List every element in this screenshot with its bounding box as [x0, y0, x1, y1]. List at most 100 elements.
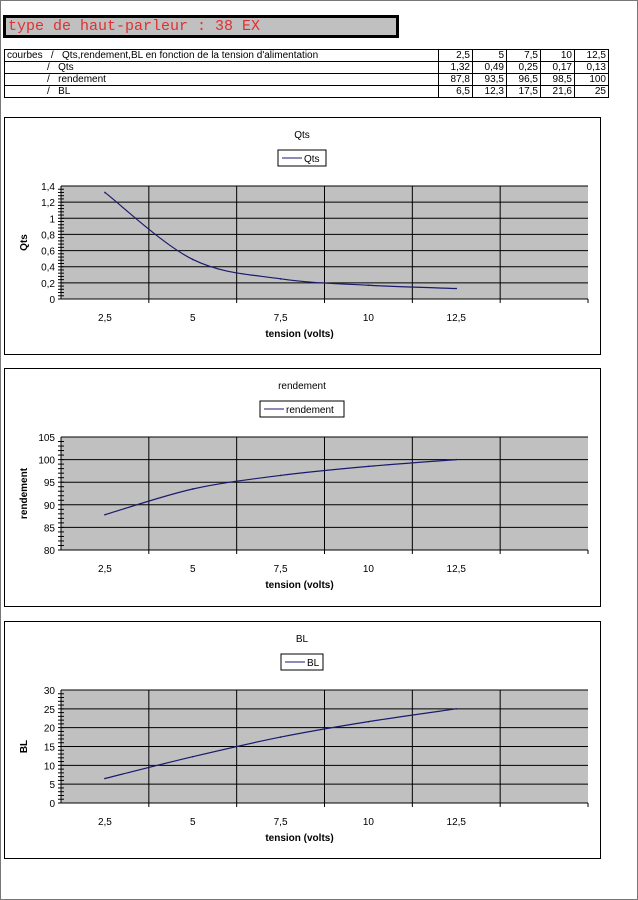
chart-bl: BL BL 0 5 10 15 20 25 30 2,5 5 7,5 10 12,5 tension (vo…: [4, 621, 601, 859]
table-cell: 0,25: [506, 61, 541, 74]
data-point: [191, 488, 194, 490]
chart-qts: Qts Qts 0 0,2 0,4 0,6 0,8 1 1,2 1,4 2,5 5 7,5 10 12,5 t…: [4, 117, 601, 355]
legend-label: BL: [307, 658, 320, 669]
x-tick-label: 7,5: [274, 313, 288, 324]
y-tick-label: 1,2: [41, 198, 55, 209]
data-point: [455, 287, 458, 290]
y-tick-label: 0,4: [41, 263, 55, 274]
y-tick-label: 1,4: [41, 182, 55, 193]
x-axis-label: tension (volts): [265, 833, 333, 844]
x-tick-label: 5: [190, 564, 196, 575]
table-cell: 98,5: [540, 73, 575, 86]
x-tick-label: 10: [363, 817, 375, 828]
x-tick-label: 12,5: [447, 564, 467, 575]
table-cell: 12,3: [472, 85, 507, 98]
table-row: / Qts 1,32 0,49 0,25 0,17 0,13: [4, 61, 609, 74]
table-cell: 21,6: [540, 85, 575, 98]
data-point: [191, 258, 194, 261]
y-axis-label: BL: [19, 740, 30, 753]
x-tick-label: 2,5: [98, 313, 112, 324]
table-cell: 1,32: [438, 61, 473, 74]
page-title: type de haut-parleur : 38 EX: [3, 15, 399, 38]
table-row: / BL 6,5 12,3 17,5 21,6 25: [4, 85, 609, 98]
y-tick-label: 0,2: [41, 279, 55, 290]
data-point: [279, 278, 282, 280]
y-tick-label: 0,6: [41, 247, 55, 258]
chart-svg: Qts Qts 0 0,2 0,4 0,6 0,8 1 1,2 1,4 2,5 5 7,5 10 12,5 t…: [19, 130, 589, 340]
x-tick-label: 5: [190, 817, 196, 828]
table-row: / rendement 87,8 93,5 96,5 98,5 100: [4, 73, 609, 86]
row-label: / Qts: [4, 61, 439, 74]
y-tick-label: 10: [44, 761, 56, 772]
chart-title: rendement: [278, 381, 326, 392]
x-tick-label: 10: [363, 564, 375, 575]
table-cell: 12,5: [574, 49, 609, 62]
y-tick-label: 25: [44, 705, 56, 716]
legend-label: Qts: [304, 154, 320, 165]
row-label: / rendement: [4, 73, 439, 86]
y-tick-label: 85: [44, 523, 56, 534]
x-axis-label: tension (volts): [265, 329, 333, 340]
table-cell: 0,49: [472, 61, 507, 74]
y-tick-label: 0: [49, 799, 55, 810]
y-tick-label: 0,8: [41, 230, 55, 241]
table-cell: 87,8: [438, 73, 473, 86]
table-cell: 2,5: [438, 49, 473, 62]
y-tick-label: 100: [38, 456, 55, 467]
table-cell: 100: [574, 73, 609, 86]
x-tick-label: 10: [363, 313, 375, 324]
data-point: [279, 474, 282, 477]
y-tick-label: 15: [44, 743, 56, 754]
table-cell: 25: [574, 85, 609, 98]
data-point: [367, 284, 370, 287]
y-tick-label: 30: [44, 686, 56, 697]
x-tick-label: 2,5: [98, 564, 112, 575]
chart-svg: BL BL 0 5 10 15 20 25 30 2,5 5 7,5 10 12,5 tension (vo…: [19, 634, 589, 844]
x-tick-label: 12,5: [447, 313, 467, 324]
data-point: [367, 465, 370, 468]
y-tick-label: 105: [38, 433, 55, 444]
x-axis-label: tension (volts): [265, 580, 333, 591]
data-table: courbes / Qts,rendement,BL en fonction d…: [4, 49, 609, 98]
table-cell: 7,5: [506, 49, 541, 62]
y-axis-label: Qts: [19, 234, 30, 251]
table-cell: 5: [472, 49, 507, 62]
y-tick-label: 5: [49, 780, 55, 791]
data-point: [104, 777, 106, 780]
table-header-row: courbes / Qts,rendement,BL en fonction d…: [4, 49, 609, 62]
table-cell: 17,5: [506, 85, 541, 98]
x-tick-label: 7,5: [274, 817, 288, 828]
chart-title: BL: [296, 634, 309, 645]
y-tick-label: 1: [49, 214, 55, 225]
table-cell: 0,17: [540, 61, 575, 74]
table-cell: 6,5: [438, 85, 473, 98]
table-cell: 96,5: [506, 73, 541, 86]
y-axis-label: rendement: [19, 467, 30, 519]
data-point: [191, 755, 194, 758]
data-point: [279, 736, 282, 738]
legend-label: rendement: [286, 405, 334, 416]
data-point: [455, 458, 458, 461]
legend-box: [259, 400, 345, 418]
x-tick-label: 12,5: [447, 817, 467, 828]
table-cell: 10: [540, 49, 575, 62]
chart-rendement: rendement rendement 80 85 90 95 100 105 2,5 5 7,5 1…: [4, 368, 601, 607]
y-tick-label: 90: [44, 501, 56, 512]
x-tick-label: 2,5: [98, 817, 112, 828]
chart-title: Qts: [294, 130, 310, 141]
chart-svg: rendement rendement 80 85 90 95 100 105 2,5 5 7,5 1…: [19, 381, 589, 591]
table-cell: 93,5: [472, 73, 507, 86]
y-tick-label: 20: [44, 724, 56, 735]
x-tick-label: 5: [190, 313, 196, 324]
data-point: [455, 708, 458, 710]
data-point: [104, 191, 106, 194]
x-tick-label: 7,5: [274, 564, 288, 575]
data-point: [367, 720, 370, 723]
y-tick-label: 95: [44, 478, 56, 489]
data-point: [104, 513, 106, 516]
table-header: courbes / Qts,rendement,BL en fonction d…: [4, 49, 439, 62]
row-label: / BL: [4, 85, 439, 98]
table-cell: 0,13: [574, 61, 609, 74]
y-tick-label: 0: [49, 295, 55, 306]
y-tick-label: 80: [44, 546, 56, 557]
